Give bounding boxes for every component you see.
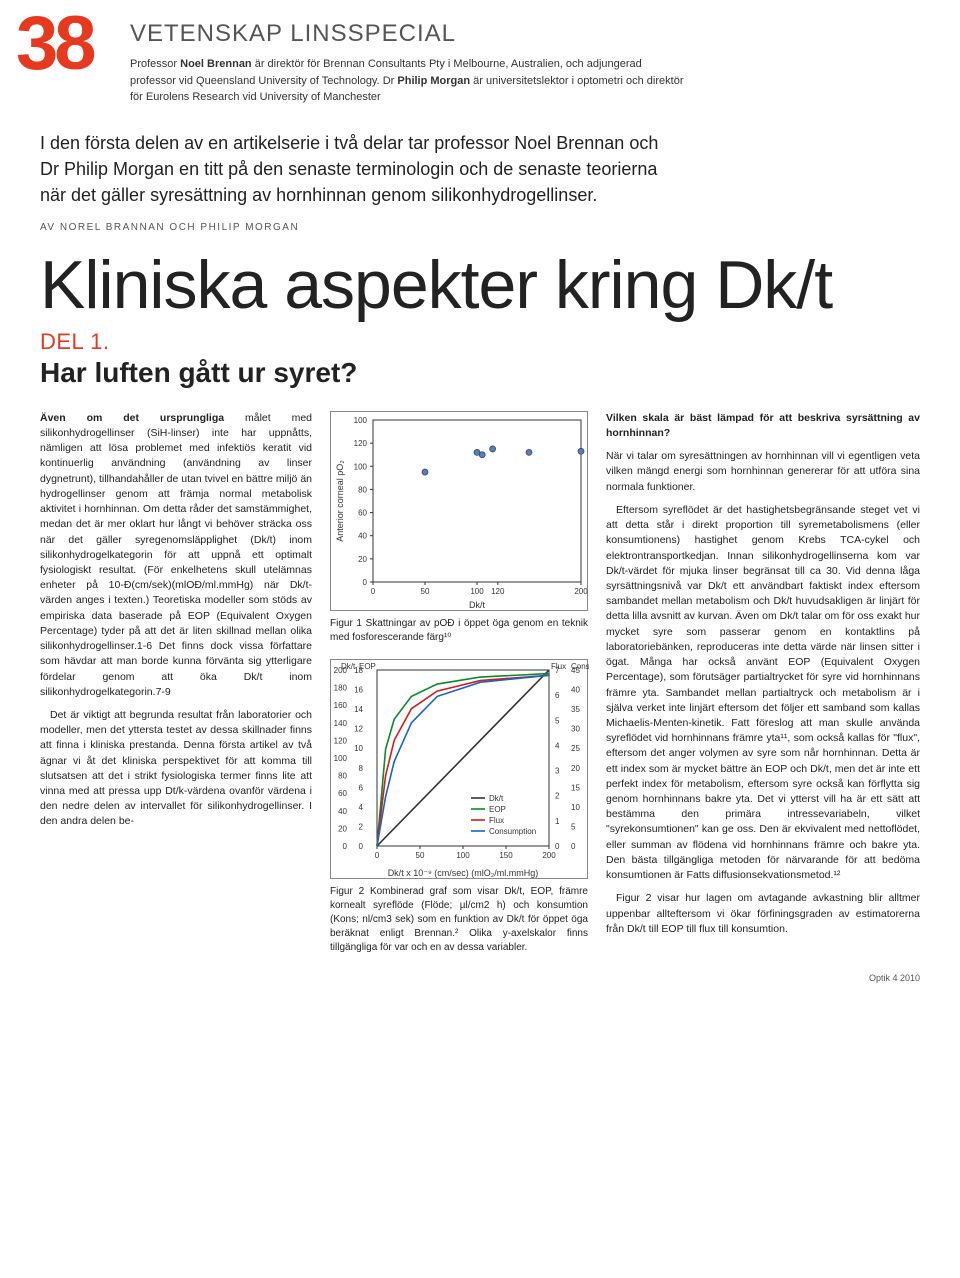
svg-text:80: 80 [358,485,367,494]
body-text: Figur 2 visar hur lagen om avtagande avk… [606,891,920,937]
body-text: Eftersom syreflödet är det hastighetsbeg… [606,503,920,883]
svg-text:20: 20 [338,824,347,833]
svg-text:Dk/t: Dk/t [469,600,486,610]
svg-text:8: 8 [359,764,364,773]
figure-1-caption: Figur 1 Skattningar av pOĐ i öppet öga g… [330,617,588,645]
svg-text:100: 100 [334,754,348,763]
svg-text:35: 35 [571,705,580,714]
author-bio: Professor Noel Brennan är direktör för B… [130,56,690,106]
lede-paragraph: I den första delen av en artikelserie i … [40,130,680,208]
svg-text:Consumption: Consumption [489,827,536,836]
page-number: 38 [16,6,93,82]
figure-2-chart: 0204060801001201401601802000246810121416… [330,659,588,879]
body-column-left: Även om det ursprungliga målet med silik… [40,411,312,963]
svg-text:EOP: EOP [359,662,376,671]
svg-text:0: 0 [555,842,560,851]
svg-text:120: 120 [491,587,505,596]
svg-text:4: 4 [359,803,364,812]
svg-text:40: 40 [338,807,347,816]
svg-text:10: 10 [571,803,580,812]
svg-text:40: 40 [571,685,580,694]
section-kicker: VETENSKAP LINSSPECIAL [130,20,920,48]
body-text: När vi talar om syresättningen av hornhi… [606,449,920,495]
svg-text:5: 5 [571,822,576,831]
svg-text:6: 6 [555,691,560,700]
svg-text:100: 100 [470,587,484,596]
svg-text:Anterior corneal pO₂: Anterior corneal pO₂ [335,460,345,542]
svg-text:20: 20 [358,555,367,564]
svg-text:14: 14 [354,705,363,714]
svg-text:2: 2 [555,791,560,800]
svg-text:0: 0 [359,842,364,851]
svg-text:2: 2 [359,822,364,831]
body-text: målet med silikonhydrogellinser (SiH-lin… [40,412,312,698]
svg-text:1: 1 [555,817,560,826]
svg-text:20: 20 [571,764,580,773]
svg-text:Flux: Flux [551,662,566,671]
svg-text:80: 80 [338,771,347,780]
svg-text:Dk/t: Dk/t [341,662,356,671]
svg-text:0: 0 [371,587,376,596]
svg-text:16: 16 [354,685,363,694]
part-label: DEL 1. [40,329,920,355]
svg-text:15: 15 [571,783,580,792]
svg-text:EOP: EOP [489,805,506,814]
svg-text:60: 60 [338,789,347,798]
svg-text:140: 140 [334,719,348,728]
svg-text:5: 5 [555,716,560,725]
section-heading: Vilken skala är bäst lämpad för att besk… [606,411,920,441]
svg-text:4: 4 [555,741,560,750]
svg-text:Flux: Flux [489,816,504,825]
svg-text:120: 120 [354,439,368,448]
svg-text:0: 0 [363,578,368,587]
body-text: Det är viktigt att begrunda resultat frå… [40,708,312,830]
svg-text:0: 0 [343,842,348,851]
drop-lead: Även om det ursprungliga [40,412,224,424]
svg-text:160: 160 [334,701,348,710]
article-title: Kliniska aspekter kring Dk/t [40,251,920,319]
svg-text:120: 120 [334,736,348,745]
svg-text:10: 10 [354,744,363,753]
svg-text:50: 50 [416,851,425,860]
svg-text:150: 150 [499,851,513,860]
svg-text:Dk/t: Dk/t [489,794,504,803]
svg-text:100: 100 [456,851,470,860]
svg-text:40: 40 [358,531,367,540]
body-column-right: Vilken skala är bäst lämpad för att besk… [606,411,920,963]
figure-column: 020406080100120100050100120200Dk/tAnteri… [330,411,588,963]
figure-2-caption: Figur 2 Kombinerad graf som visar Dk/t, … [330,885,588,955]
svg-text:6: 6 [359,783,364,792]
byline: AV NOREL BRANNAN OCH PHILIP MORGAN [40,222,920,233]
svg-text:200: 200 [542,851,556,860]
page-footer: Optik 4 2010 [869,973,920,983]
svg-text:30: 30 [571,724,580,733]
svg-text:60: 60 [358,508,367,517]
svg-text:0: 0 [571,842,576,851]
subtitle: Har luften gått ur syret? [40,357,920,389]
svg-text:180: 180 [334,683,348,692]
svg-text:200: 200 [574,587,588,596]
svg-text:3: 3 [555,766,560,775]
svg-text:Dk/t x 10⁻⁹ (cm/sec) (mlO₂/ml.: Dk/t x 10⁻⁹ (cm/sec) (mlO₂/ml.mmHg) [388,868,539,878]
svg-text:25: 25 [571,744,580,753]
svg-text:100: 100 [354,416,368,425]
svg-text:0: 0 [375,851,380,860]
figure-1-chart: 0 20 40 60 80 100 120 100 0 50 100 120 200 Dk/t Anteri… [330,411,588,611]
svg-text:12: 12 [354,724,363,733]
svg-text:100: 100 [354,462,368,471]
svg-text:50: 50 [421,587,430,596]
svg-text:Cons: Cons [571,662,589,671]
